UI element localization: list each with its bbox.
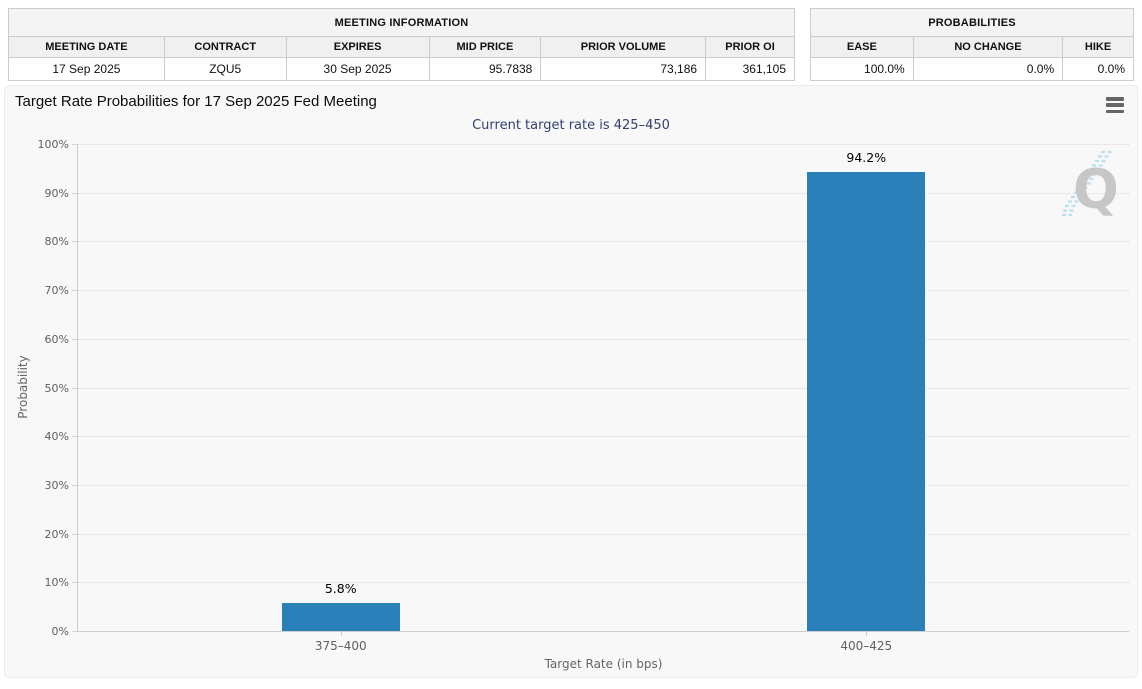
gridline — [78, 192, 1129, 194]
y-axis-tick — [72, 387, 77, 389]
col-header-meeting-date: MEETING DATE — [8, 36, 165, 58]
ease-value: 100.0% — [810, 57, 914, 81]
y-tick-label: 0% — [51, 625, 69, 638]
table-row: 100.0% 0.0% 0.0% — [810, 57, 1134, 81]
meeting-information-table: MEETING INFORMATION MEETING DATE CONTRAC… — [8, 8, 795, 81]
svg-text:Q: Q — [1073, 158, 1119, 221]
x-axis-title: Target Rate (in bps) — [544, 657, 663, 671]
chart-title: Target Rate Probabilities for 17 Sep 202… — [15, 93, 377, 110]
y-axis-tick — [72, 631, 77, 632]
x-axis-labels: 375–400 400–425 — [78, 639, 1129, 655]
col-header-contract: CONTRACT — [163, 36, 287, 58]
col-header-ease: EASE — [810, 36, 914, 58]
col-header-prior-volume: PRIOR VOLUME — [540, 36, 707, 58]
x-category-label: 375–400 — [314, 639, 367, 653]
chart-subtitle: Current target rate is 425–450 — [472, 118, 670, 133]
gridline — [78, 436, 1129, 438]
col-header-hike: HIKE — [1062, 36, 1134, 58]
probabilities-table: PROBABILITIES EASE NO CHANGE HIKE 100.0%… — [810, 8, 1134, 81]
hike-value: 0.0% — [1062, 57, 1134, 81]
y-tick-label: 70% — [44, 284, 69, 298]
y-axis-line — [77, 144, 78, 631]
gridline — [78, 582, 1129, 584]
col-header-prior-oi: PRIOR OI — [705, 36, 795, 58]
meeting-date-value: 17 Sep 2025 — [8, 57, 165, 81]
gridline — [78, 241, 1129, 243]
no-change-value: 0.0% — [912, 57, 1064, 81]
meeting-table-title: MEETING INFORMATION — [8, 8, 795, 37]
y-tick-label: 80% — [44, 235, 69, 249]
y-axis-tick — [72, 484, 77, 486]
hamburger-bar — [1106, 109, 1124, 113]
bar-slot: 5.8% — [281, 144, 400, 631]
col-header-no-change: NO CHANGE — [912, 36, 1064, 58]
hamburger-bar — [1106, 103, 1124, 107]
y-axis-labels: 100% 90% 80% 70% 60% 50% 40% 30% 20% 10%… — [5, 138, 69, 638]
chart-panel: Target Rate Probabilities for 17 Sep 202… — [4, 85, 1138, 678]
y-axis-tick — [72, 192, 77, 194]
y-tick-label: 60% — [44, 332, 69, 346]
prior-volume-value: 73,186 — [540, 57, 707, 81]
y-axis-tick — [72, 144, 77, 145]
y-tick-label: 30% — [44, 478, 69, 492]
y-axis-tick — [72, 436, 77, 438]
bar-value-label: 5.8% — [324, 580, 357, 596]
x-category-label: 400–425 — [840, 639, 893, 653]
bar[interactable] — [281, 602, 400, 631]
gridline — [78, 290, 1129, 292]
y-axis-tick — [72, 290, 77, 292]
col-header-mid-price: MID PRICE — [428, 36, 542, 58]
expires-value: 30 Sep 2025 — [285, 57, 430, 81]
x-axis-tick — [866, 631, 868, 636]
y-axis-title: Probability — [16, 355, 30, 419]
y-tick-label: 20% — [44, 527, 69, 541]
table-row: 17 Sep 2025 ZQU5 30 Sep 2025 95.7838 73,… — [8, 57, 795, 81]
quikstrike-watermark-logo: Q — [1062, 150, 1119, 221]
y-axis-tick — [72, 582, 77, 584]
gridline — [78, 338, 1129, 340]
y-axis-tick — [72, 533, 77, 535]
x-axis-line — [77, 631, 1129, 632]
gridline — [78, 484, 1129, 486]
probabilities-table-title: PROBABILITIES — [810, 8, 1134, 37]
mid-price-value: 95.7838 — [428, 57, 542, 81]
bar-value-label: 94.2% — [846, 150, 887, 166]
y-tick-label: 10% — [44, 576, 69, 590]
gridline — [78, 144, 1129, 145]
y-tick-label: 50% — [44, 381, 69, 395]
bar[interactable] — [807, 172, 926, 631]
y-tick-label: 100% — [37, 138, 69, 151]
hamburger-menu-icon[interactable] — [1106, 97, 1124, 113]
y-tick-label: 40% — [44, 430, 69, 444]
y-axis-tick — [72, 338, 77, 340]
x-axis-tick — [340, 631, 342, 636]
plot-area: Q 5.8% 94.2% — [72, 144, 1129, 636]
gridline — [78, 533, 1129, 535]
bar-slot: 94.2% — [807, 144, 926, 631]
hamburger-bar — [1106, 97, 1124, 101]
contract-value: ZQU5 — [163, 57, 287, 81]
y-tick-label: 90% — [44, 186, 69, 200]
y-axis-tick — [72, 241, 77, 243]
prior-oi-value: 361,105 — [705, 57, 795, 81]
col-header-expires: EXPIRES — [285, 36, 430, 58]
gridline — [78, 387, 1129, 389]
